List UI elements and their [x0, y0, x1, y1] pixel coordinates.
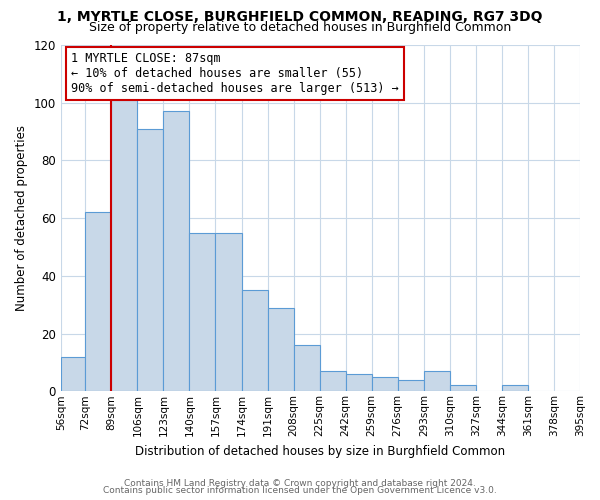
Bar: [502, 386, 528, 392]
Bar: [85, 212, 112, 392]
Bar: [398, 380, 424, 392]
Bar: [242, 290, 268, 392]
Text: 1, MYRTLE CLOSE, BURGHFIELD COMMON, READING, RG7 3DQ: 1, MYRTLE CLOSE, BURGHFIELD COMMON, READ…: [57, 10, 543, 24]
X-axis label: Distribution of detached houses by size in Burghfield Common: Distribution of detached houses by size …: [136, 444, 505, 458]
Bar: [61, 356, 85, 392]
Bar: [372, 377, 398, 392]
Bar: [163, 112, 190, 392]
Text: Size of property relative to detached houses in Burghfield Common: Size of property relative to detached ho…: [89, 21, 511, 34]
Bar: [320, 371, 346, 392]
Bar: [424, 371, 450, 392]
Bar: [137, 128, 163, 392]
Bar: [450, 386, 476, 392]
Text: Contains public sector information licensed under the Open Government Licence v3: Contains public sector information licen…: [103, 486, 497, 495]
Bar: [293, 345, 320, 392]
Bar: [215, 232, 242, 392]
Bar: [190, 232, 215, 392]
Bar: [112, 100, 137, 392]
Text: 1 MYRTLE CLOSE: 87sqm
← 10% of detached houses are smaller (55)
90% of semi-deta: 1 MYRTLE CLOSE: 87sqm ← 10% of detached …: [71, 52, 399, 95]
Bar: [346, 374, 372, 392]
Bar: [268, 308, 293, 392]
Y-axis label: Number of detached properties: Number of detached properties: [15, 125, 28, 311]
Text: Contains HM Land Registry data © Crown copyright and database right 2024.: Contains HM Land Registry data © Crown c…: [124, 478, 476, 488]
